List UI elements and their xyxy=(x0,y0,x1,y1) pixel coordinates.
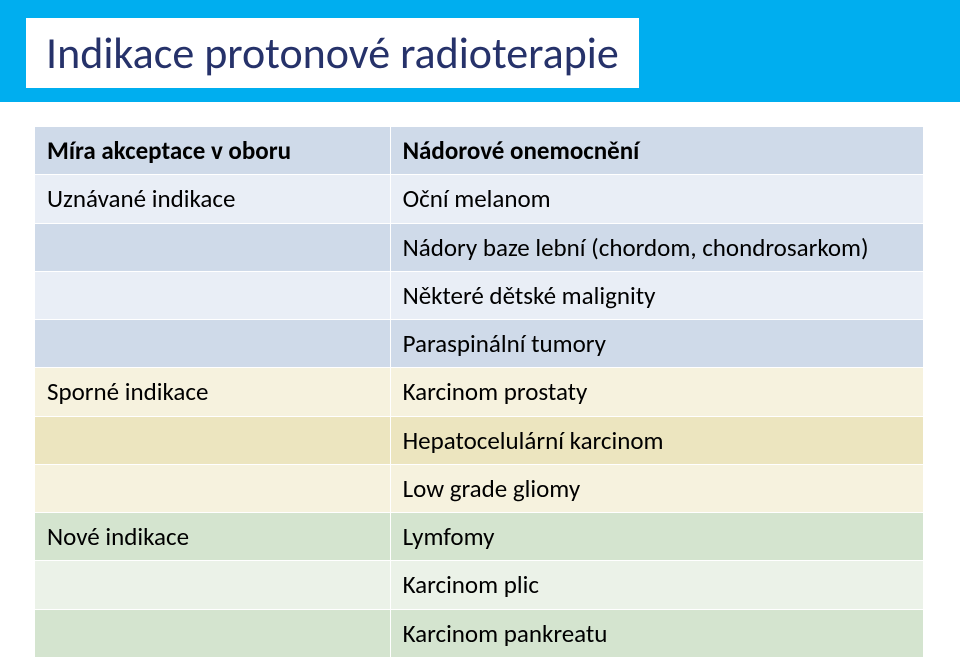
table-row: Paraspinální tumory xyxy=(35,320,924,368)
cell-left: Uznávané indikace xyxy=(35,175,391,223)
cell-right: Paraspinální tumory xyxy=(390,320,923,368)
cell-left xyxy=(35,223,391,271)
cell-left xyxy=(35,561,391,609)
cell-right: Nádorové onemocnění xyxy=(390,127,923,175)
title-bar: Indikace protonové radioterapie xyxy=(0,0,960,102)
table-row: Míra akceptace v oboru Nádorové onemocně… xyxy=(35,127,924,175)
cell-right: Karcinom pankreatu xyxy=(390,609,923,657)
cell-right: Lymfomy xyxy=(390,513,923,561)
table-row: Nové indikace Lymfomy xyxy=(35,513,924,561)
cell-right: Karcinom plic xyxy=(390,561,923,609)
table-row: Hepatocelulární karcinom xyxy=(35,416,924,464)
slide-title: Indikace protonové radioterapie xyxy=(26,18,639,88)
indications-table: Míra akceptace v oboru Nádorové onemocně… xyxy=(34,126,924,658)
content-area: Míra akceptace v oboru Nádorové onemocně… xyxy=(0,102,960,658)
table-row: Sporné indikace Karcinom prostaty xyxy=(35,368,924,416)
cell-left xyxy=(35,271,391,319)
cell-left xyxy=(35,320,391,368)
table-row: Některé dětské malignity xyxy=(35,271,924,319)
table-row: Uznávané indikace Oční melanom xyxy=(35,175,924,223)
cell-left xyxy=(35,464,391,512)
cell-right: Nádory baze lební (chordom, chondrosarko… xyxy=(390,223,923,271)
cell-left xyxy=(35,609,391,657)
cell-left: Sporné indikace xyxy=(35,368,391,416)
cell-right: Hepatocelulární karcinom xyxy=(390,416,923,464)
table-row: Karcinom plic xyxy=(35,561,924,609)
table-row: Nádory baze lební (chordom, chondrosarko… xyxy=(35,223,924,271)
cell-left: Míra akceptace v oboru xyxy=(35,127,391,175)
cell-right: Karcinom prostaty xyxy=(390,368,923,416)
table-row: Low grade gliomy xyxy=(35,464,924,512)
cell-right: Některé dětské malignity xyxy=(390,271,923,319)
cell-right: Low grade gliomy xyxy=(390,464,923,512)
cell-left xyxy=(35,416,391,464)
cell-right: Oční melanom xyxy=(390,175,923,223)
cell-left: Nové indikace xyxy=(35,513,391,561)
table-row: Karcinom pankreatu xyxy=(35,609,924,657)
